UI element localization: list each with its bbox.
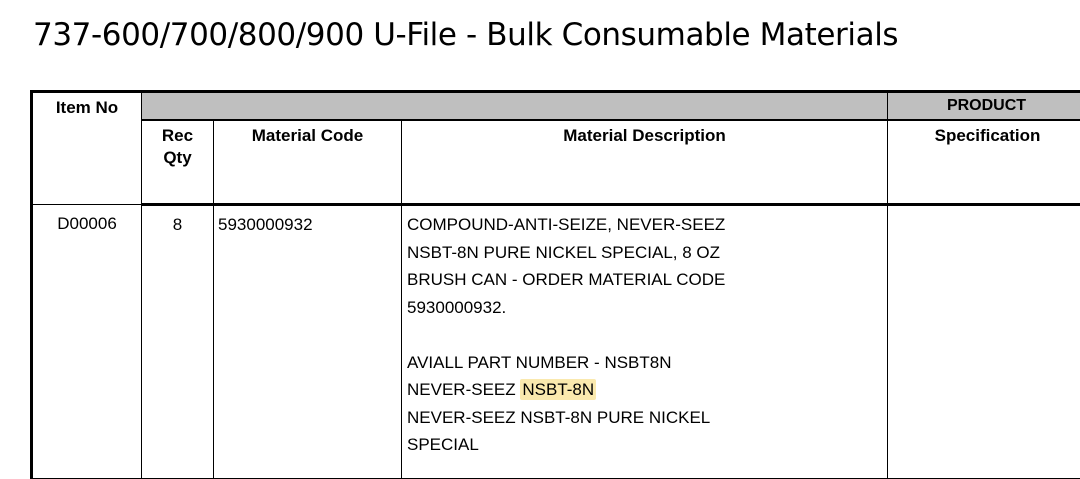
product-band-label-cell: PRODUCT [888,92,1080,121]
material-description-text: COMPOUND-ANTI-SEIZE, NEVER-SEEZ NSBT-8N … [402,206,887,459]
materials-table-wrapper: Item No PRODUCT Rec Qty Material Code Ma… [30,90,1080,472]
column-header-item-no: Item No [32,92,142,205]
column-header-rec-qty: Rec Qty [142,120,214,205]
bulk-consumable-materials-table: Item No PRODUCT Rec Qty Material Code Ma… [30,90,1080,479]
cell-material-code: 5930000932 [214,205,402,479]
cell-item-no: D00006 [32,205,142,479]
column-header-material-description: Material Description [402,120,888,205]
table-header-row: Rec Qty Material Code Material Descripti… [32,120,1080,205]
product-band-label: PRODUCT [888,93,1080,119]
cell-material-description: COMPOUND-ANTI-SEIZE, NEVER-SEEZ NSBT-8N … [402,205,888,479]
description-part-before-highlight: COMPOUND-ANTI-SEIZE, NEVER-SEEZ NSBT-8N … [407,215,725,399]
cell-rec-qty: 8 [142,205,214,479]
table-group-header-row: Item No PRODUCT [32,92,1080,121]
cell-specification [888,205,1080,479]
search-highlight: NSBT-8N [520,379,596,400]
column-header-specification: Specification [888,120,1080,205]
column-header-material-code: Material Code [214,120,402,205]
table-row: D00006 8 5930000932 COMPOUND-ANTI-SEIZE,… [32,205,1080,479]
product-band-spacer [142,92,888,121]
description-part-after-highlight: NEVER-SEEZ NSBT-8N PURE NICKEL SPECIAL [407,408,710,455]
page-title: 737-600/700/800/900 U-File - Bulk Consum… [33,17,898,53]
